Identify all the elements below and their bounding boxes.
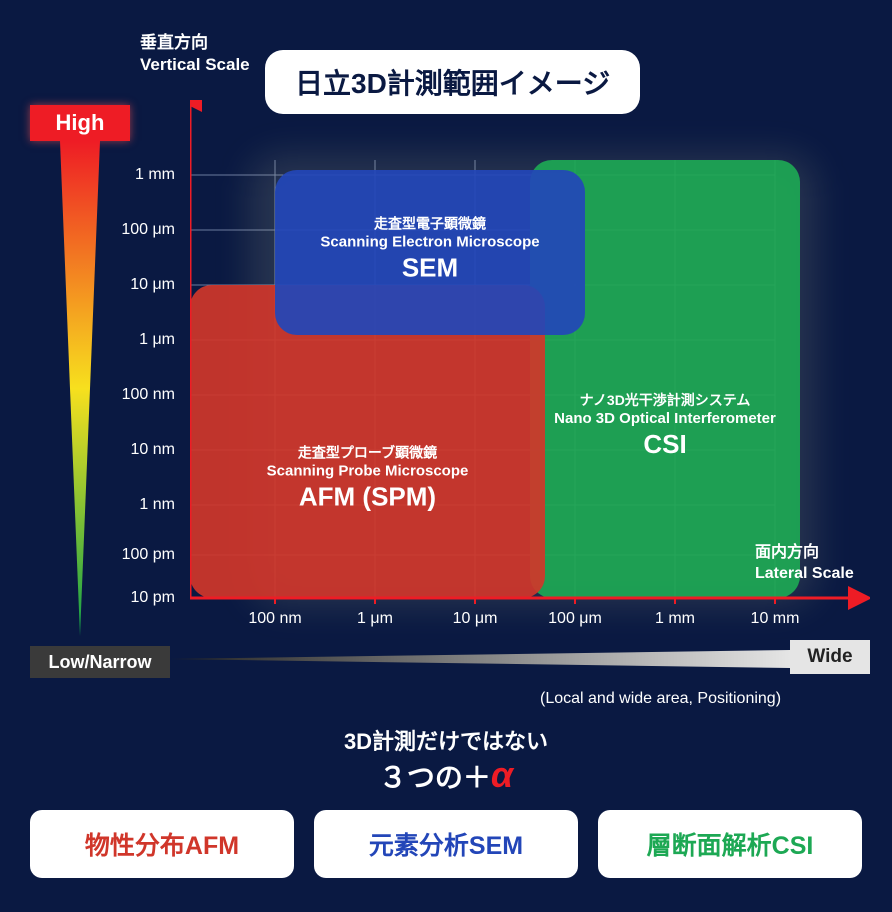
y-axis-line2: Vertical Scale [140,55,250,74]
svg-text:CSI: CSI [643,429,686,459]
below-line1: 3D計測だけではない [0,724,892,756]
high-badge: High [30,105,130,141]
pill-row: 物性分布AFM 元素分析SEM 層断面解析CSI [30,810,862,878]
svg-text:SEM: SEM [402,253,458,283]
below-line1-text: 3D計測だけではない [344,729,548,754]
wide-badge: Wide [790,640,870,674]
svg-text:Scanning Probe Microscope: Scanning Probe Microscope [267,463,469,480]
y-tick: 10 nm [95,441,175,459]
pill-afm: 物性分布AFM [30,810,294,878]
y-tick: 10 pm [95,589,175,607]
y-axis-label: 垂直方向 Vertical Scale [140,32,250,76]
y-tick: 10 μm [95,276,175,294]
alpha-icon: α [491,754,513,795]
pill-csi: 層断面解析CSI [598,810,862,878]
svg-text:走査型プローブ顕微鏡: 走査型プローブ顕微鏡 [298,445,437,461]
y-axis-line1: 垂直方向 [140,33,208,52]
vertical-gradient-triangle [60,141,100,636]
title-text: 日立3D計測範囲イメージ [295,68,610,99]
lownarrow-label: Low/Narrow [48,652,151,672]
y-tick: 1 μm [95,331,175,349]
y-tick: 1 mm [95,166,175,184]
svg-text:ナノ3D光干渉計測システム: ナノ3D光干渉計測システム [580,392,751,408]
below-line2-prefix: ３つの＋ [379,762,491,793]
x-tick: 100 μm [548,610,602,628]
horizontal-gradient-triangle [170,650,790,668]
subcaption-text: (Local and wide area, Positioning) [540,690,781,707]
below-line2: ３つの＋α [0,754,892,796]
high-label: High [56,110,105,135]
y-tick: 1 nm [95,496,175,514]
x-tick: 10 mm [751,610,800,628]
x-tick: 1 mm [655,610,695,628]
svg-text:Scanning Electron Microscope: Scanning Electron Microscope [320,234,539,251]
wide-label: Wide [807,646,852,667]
diagram-container: 日立3D計測範囲イメージ 垂直方向 Vertical Scale High Lo… [0,0,892,912]
x-tick: 10 μm [453,610,498,628]
chart-regions: ナノ3D光干渉計測システム Nano 3D Optical Interferome… [190,160,800,598]
svg-text:走査型電子顕微鏡: 走査型電子顕微鏡 [374,216,486,232]
x-tick: 100 nm [248,610,301,628]
x-axis-line1: 面内方向 [755,544,819,561]
chart-area: ナノ3D光干渉計測システム Nano 3D Optical Interferome… [190,100,870,640]
subcaption: (Local and wide area, Positioning) [540,690,781,708]
x-axis-label: 面内方向 Lateral Scale [755,543,854,585]
x-axis-line2: Lateral Scale [755,565,854,582]
y-tick: 100 nm [95,386,175,404]
y-tick: 100 pm [95,546,175,564]
lownarrow-badge: Low/Narrow [30,646,170,678]
svg-text:AFM (SPM): AFM (SPM) [299,482,436,512]
x-tick: 1 μm [357,610,393,628]
svg-text:Nano 3D Optical Interferometer: Nano 3D Optical Interferometer [554,410,776,427]
y-tick: 100 μm [95,221,175,239]
pill-sem: 元素分析SEM [314,810,578,878]
